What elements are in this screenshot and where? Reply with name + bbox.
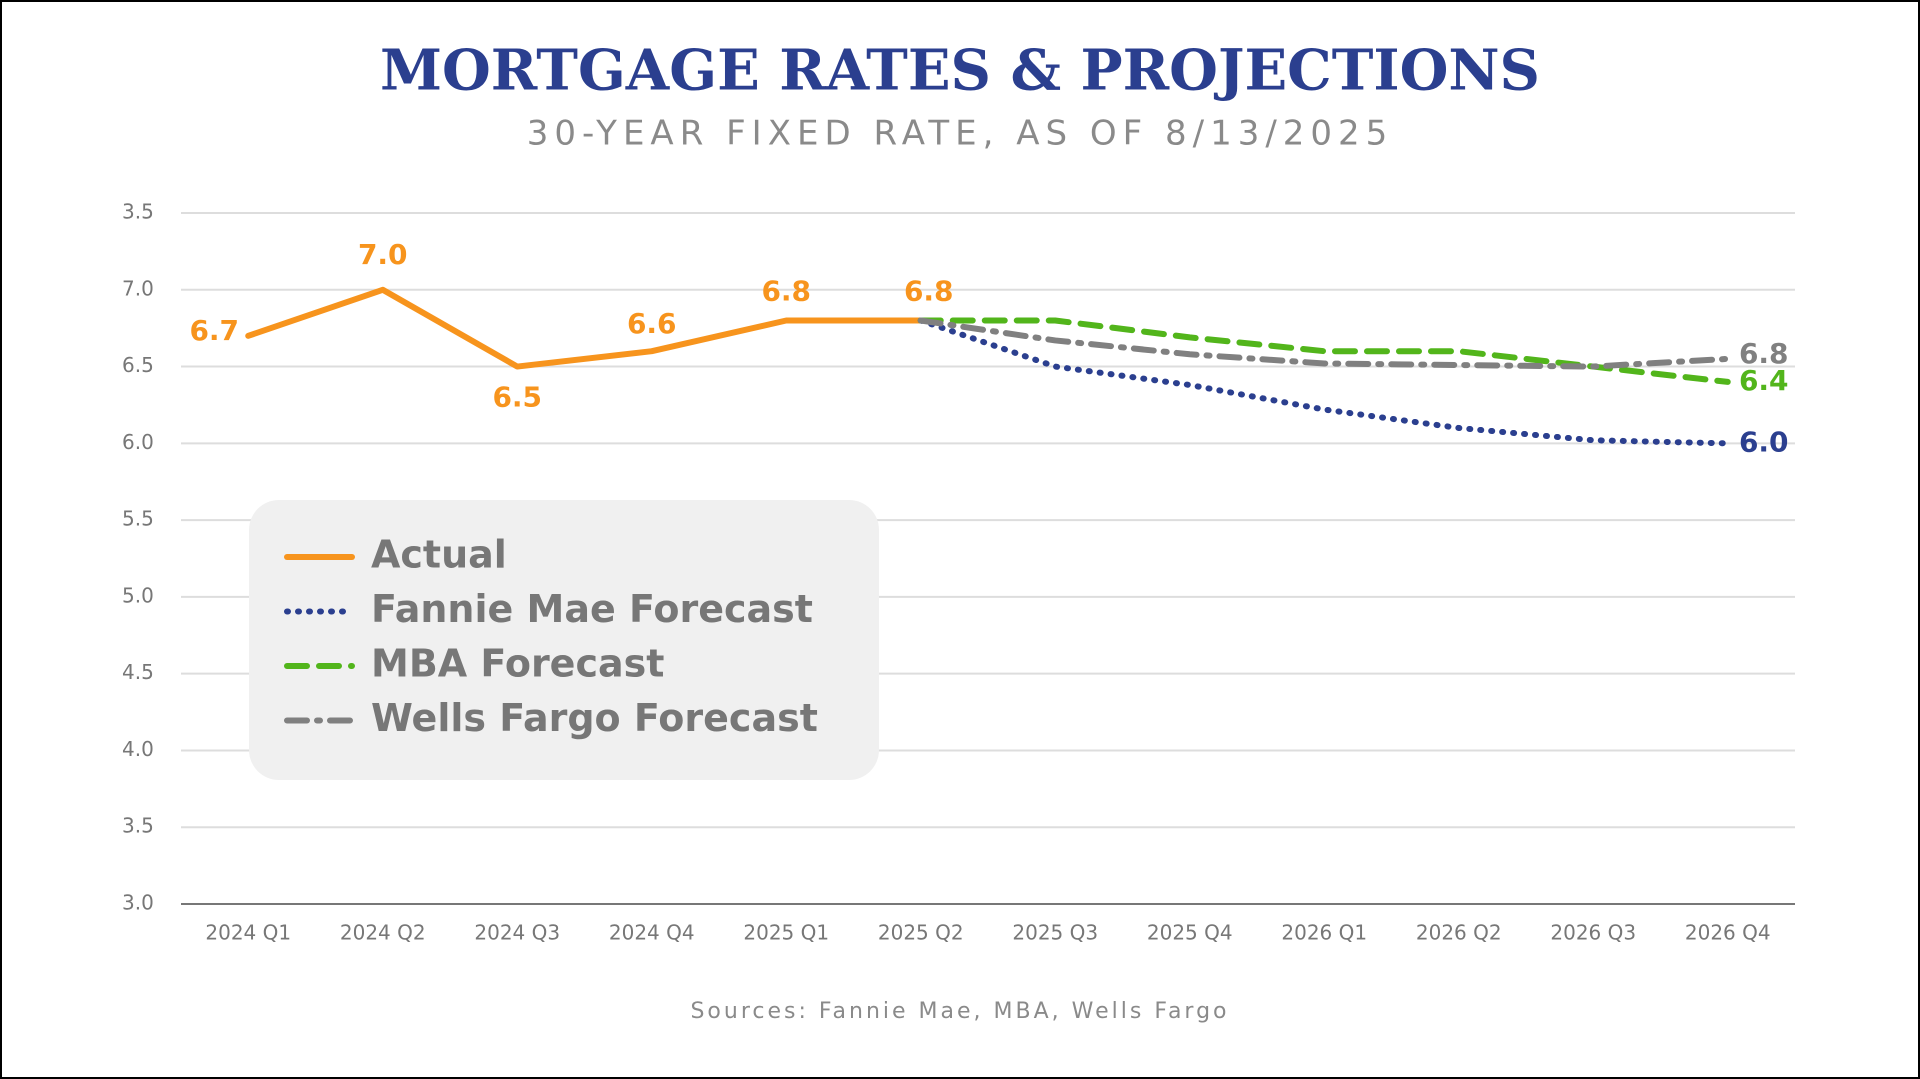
y-tick-label: 3.5 (122, 200, 154, 224)
legend-label: Wells Fargo Forecast (371, 696, 818, 740)
series-line (917, 317, 1731, 447)
legend: Actual Fannie Mae Forecast MBA Forecast Wel… (249, 500, 879, 780)
data-label: 6.6 (627, 307, 677, 340)
y-tick-label: 3.5 (122, 814, 154, 838)
y-tick-label: 4.0 (122, 737, 154, 761)
x-tick-label: 2025 Q4 (1147, 921, 1233, 945)
x-tick-label: 2026 Q1 (1281, 921, 1367, 945)
y-tick-label: 3.0 (122, 891, 154, 915)
y-tick-label: 7.0 (122, 276, 154, 300)
y-tick-label: 6.5 (122, 353, 154, 377)
chart-title: MORTGAGE RATES & PROJECTIONS (380, 38, 1540, 104)
annotation: 6.8 (1739, 337, 1789, 370)
x-tick-label: 2026 Q4 (1685, 921, 1771, 945)
data-label: 6.7 (189, 314, 239, 347)
x-tick-label: 2024 Q3 (474, 921, 560, 945)
series-line (917, 317, 1731, 370)
data-label: 6.8 (761, 274, 811, 307)
x-tick-label: 2026 Q2 (1416, 921, 1502, 945)
x-tick-label: 2026 Q3 (1550, 921, 1636, 945)
series-line (245, 286, 924, 370)
data-label: 6.8 (904, 274, 954, 307)
legend-box (249, 500, 879, 780)
legend-label: Actual (371, 533, 507, 577)
chart-subtitle: 30-YEAR FIXED RATE, AS OF 8/13/2025 (527, 114, 1394, 154)
legend-label: MBA Forecast (371, 642, 664, 686)
y-tick-label: 4.5 (122, 660, 154, 684)
legend-label: Fannie Mae Forecast (371, 587, 813, 631)
y-tick-label: 5.5 (122, 507, 154, 531)
data-label: 6.4 (1739, 364, 1789, 397)
data-label: 7.0 (358, 238, 408, 271)
y-tick-label: 6.0 (122, 430, 154, 454)
x-tick-label: 2024 Q1 (205, 921, 291, 945)
y-tick-label: 5.0 (122, 583, 154, 607)
source-note: Sources: Fannie Mae, MBA, Wells Fargo (690, 999, 1229, 1024)
data-label: 6.5 (492, 381, 542, 414)
x-tick-label: 2025 Q3 (1012, 921, 1098, 945)
x-tick-label: 2024 Q2 (340, 921, 426, 945)
data-label: 6.0 (1739, 425, 1789, 458)
x-tick-label: 2024 Q4 (609, 921, 695, 945)
x-tick-label: 2025 Q1 (743, 921, 829, 945)
x-tick-label: 2025 Q2 (878, 921, 964, 945)
